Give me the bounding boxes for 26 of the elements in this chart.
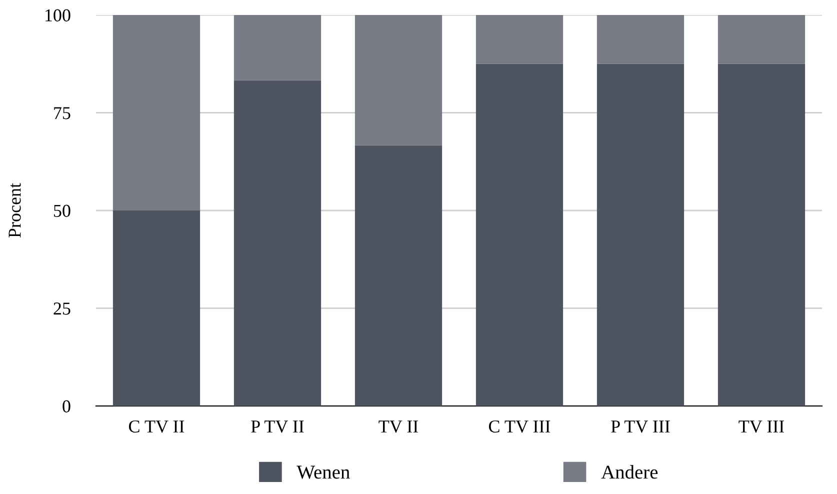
x-tick-label: TV II bbox=[378, 420, 418, 433]
bar bbox=[476, 64, 564, 406]
y-tick-label: 100 bbox=[46, 9, 70, 22]
y-tick-label: 50 bbox=[54, 204, 70, 217]
x-tick-label: C TV II bbox=[128, 420, 184, 433]
x-tick-label: C TV III bbox=[488, 420, 550, 433]
bar bbox=[234, 80, 322, 406]
x-tick-label: P TV III bbox=[611, 420, 670, 433]
bar bbox=[718, 15, 806, 64]
y-tick-label: 75 bbox=[54, 107, 70, 120]
y-axis-title: Procent bbox=[8, 183, 21, 238]
bar bbox=[234, 15, 322, 80]
bar bbox=[354, 145, 442, 406]
legend-label: Wenen bbox=[296, 466, 350, 479]
bar bbox=[718, 64, 806, 406]
y-tick-label: 0 bbox=[62, 400, 70, 412]
bar bbox=[596, 15, 684, 64]
x-tick-label: TV III bbox=[738, 420, 784, 433]
bar bbox=[112, 210, 200, 406]
bar bbox=[596, 64, 684, 406]
y-tick-label: 25 bbox=[54, 302, 70, 315]
bar bbox=[112, 15, 200, 210]
x-tick-label: P TV II bbox=[251, 420, 304, 433]
bar bbox=[476, 15, 564, 64]
legend-label: Andere bbox=[601, 465, 658, 479]
bar bbox=[354, 15, 442, 146]
